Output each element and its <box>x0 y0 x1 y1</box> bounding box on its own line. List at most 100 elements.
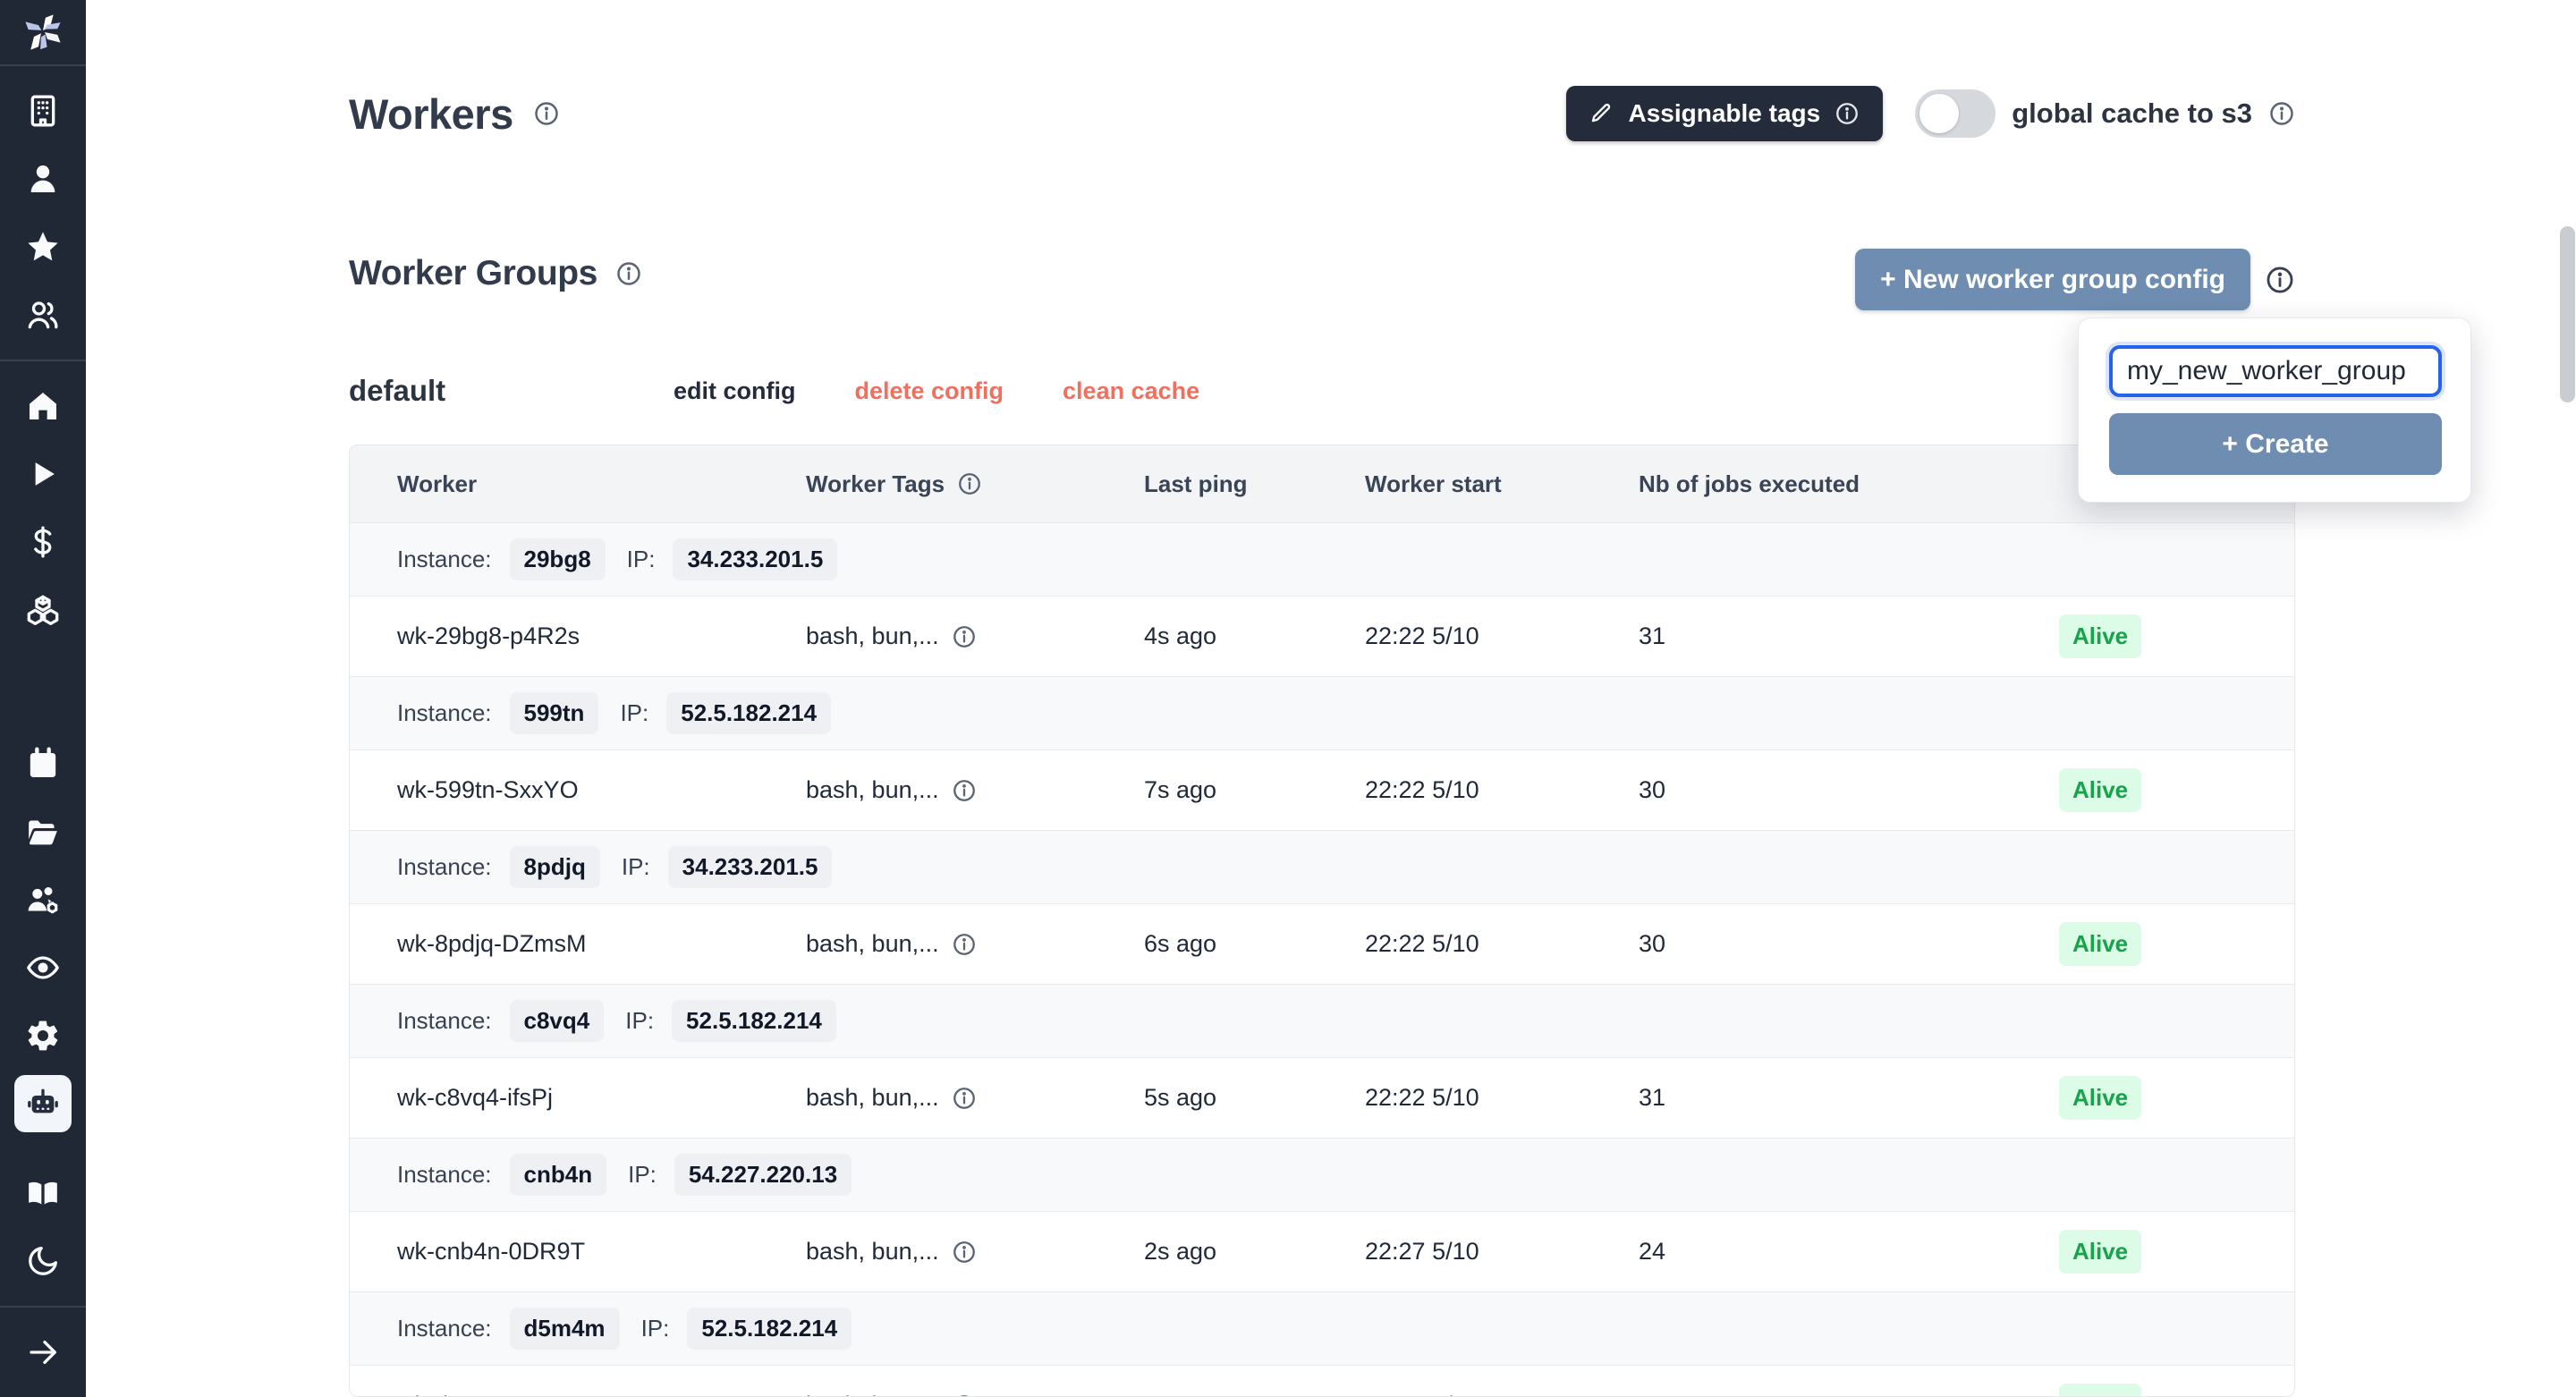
toggle-knob <box>1919 94 1960 133</box>
sidebar-divider <box>0 1306 86 1308</box>
sidebar-item-star[interactable] <box>14 218 72 275</box>
windmill-logo[interactable] <box>0 0 86 64</box>
global-cache-toggle[interactable] <box>1915 89 1996 138</box>
sidebar-item-home[interactable] <box>14 377 72 435</box>
last-ping: 2s ago <box>1144 1238 1217 1265</box>
instance-row: Instance: 29bg8 IP: 34.233.201.5 <box>350 522 2294 596</box>
worker-name: wk-8pdjq-DZmsM <box>397 930 587 957</box>
sidebar-item-user[interactable] <box>14 150 72 207</box>
last-ping: 5s ago <box>1144 1084 1217 1111</box>
instance-id-chip: cnb4n <box>509 1154 607 1196</box>
jobs-executed: 24 <box>1639 1238 1666 1265</box>
instance-ip-chip: 34.233.201.5 <box>667 846 833 888</box>
worker-tags-row-info-icon[interactable] <box>952 1086 977 1111</box>
column-header-worker-tags: Worker Tags <box>806 445 982 522</box>
sidebar-item-users[interactable] <box>14 286 72 343</box>
pencil-icon <box>1589 101 1614 126</box>
worker-groups-info-icon[interactable] <box>615 260 642 287</box>
assignable-tags-label: Assignable tags <box>1628 99 1821 127</box>
robot-icon <box>25 1086 61 1122</box>
ip-label: IP: <box>626 546 656 572</box>
home-icon <box>25 388 61 424</box>
column-header-worker: Worker <box>397 470 478 497</box>
dollar-icon <box>25 524 61 560</box>
assignable-tags-info-icon[interactable] <box>1835 101 1860 126</box>
worker-tags-row-info-icon[interactable] <box>952 1393 977 1396</box>
book-open-icon <box>25 1175 61 1211</box>
workers-info-icon[interactable] <box>533 100 560 127</box>
clean-cache-link[interactable]: clean cache <box>1063 377 1200 404</box>
sidebar-item-calendar[interactable] <box>14 735 72 792</box>
play-icon <box>25 456 61 492</box>
worker-name: wk-29bg8-p4R2s <box>397 622 580 649</box>
user-icon <box>25 161 61 197</box>
new-worker-group-info-icon[interactable] <box>2265 265 2295 295</box>
worker-tags-row-info-icon[interactable] <box>952 932 977 957</box>
instance-label: Instance: <box>397 1007 492 1034</box>
delete-config-link[interactable]: delete config <box>854 377 1004 404</box>
folder-open-icon <box>25 814 61 850</box>
sidebar-item-users-cog[interactable] <box>14 871 72 928</box>
worker-row: wk-d5m4m-xxxxx bash, bun,... 4s ago 22:22 5… <box>350 1365 2294 1396</box>
building-icon <box>25 93 61 129</box>
instance-row: Instance: cnb4n IP: 54.227.220.13 <box>350 1138 2294 1211</box>
sidebar-item-moon[interactable] <box>14 1232 72 1290</box>
calendar-icon <box>25 746 61 782</box>
sidebar <box>0 0 86 1397</box>
worker-start: 22:27 5/10 <box>1365 1238 1479 1265</box>
assignable-tags-button[interactable]: Assignable tags <box>1565 86 1884 141</box>
instance-ip-chip: 54.227.220.13 <box>674 1154 852 1196</box>
ip-label: IP: <box>628 1161 657 1188</box>
worker-tags-info-icon[interactable] <box>957 471 982 496</box>
sidebar-item-boxes[interactable] <box>14 581 72 639</box>
gear-icon <box>25 1018 61 1054</box>
worker-group-name-input[interactable] <box>2109 345 2442 397</box>
column-header-worker-start: Worker start <box>1365 470 1502 497</box>
worker-tags-row-info-icon[interactable] <box>952 624 977 649</box>
instance-id-chip: 599tn <box>509 692 599 734</box>
instance-label: Instance: <box>397 1161 492 1188</box>
sidebar-item-book-open[interactable] <box>14 1164 72 1222</box>
sidebar-item-eye[interactable] <box>14 939 72 996</box>
instance-ip-chip: 52.5.182.214 <box>672 1000 836 1042</box>
new-worker-group-config-button[interactable]: + New worker group config <box>1855 249 2250 310</box>
worker-tags: bash, bun,... <box>806 930 939 957</box>
sidebar-item-dollar[interactable] <box>14 513 72 571</box>
column-header-last-ping: Last ping <box>1144 470 1248 497</box>
last-ping: 6s ago <box>1144 930 1217 957</box>
worker-start: 22:22 5/10 <box>1365 930 1479 957</box>
sidebar-item-robot[interactable] <box>14 1075 72 1132</box>
status-badge: Alive <box>2059 1076 2142 1120</box>
page-title: Workers <box>349 89 513 138</box>
boxes-icon <box>25 592 61 628</box>
ip-label: IP: <box>640 1315 670 1342</box>
create-worker-group-button[interactable]: + Create <box>2109 413 2442 475</box>
sidebar-item-folder-open[interactable] <box>14 803 72 860</box>
worker-row: wk-c8vq4-ifsPj bash, bun,... 5s ago 22:22 5… <box>350 1057 2294 1138</box>
users-icon <box>25 297 61 333</box>
sidebar-item-play[interactable] <box>14 445 72 503</box>
moon-icon <box>25 1243 61 1279</box>
worker-tags: bash, bun,... <box>806 776 939 803</box>
jobs-executed: 30 <box>1639 776 1666 803</box>
instance-id-chip: c8vq4 <box>509 1000 605 1042</box>
sidebar-item-arrow-right[interactable] <box>14 1324 72 1381</box>
worker-start: 22:22 5/10 <box>1365 1084 1479 1111</box>
edit-config-link[interactable]: edit config <box>674 377 796 404</box>
worker-tags-row-info-icon[interactable] <box>952 1240 977 1265</box>
eye-icon <box>25 950 61 986</box>
worker-row: wk-8pdjq-DZmsM bash, bun,... 6s ago 22:22 5… <box>350 903 2294 984</box>
page-scrollbar-thumb[interactable] <box>2560 226 2575 402</box>
sidebar-item-gear[interactable] <box>14 1007 72 1064</box>
arrow-right-icon <box>25 1334 61 1370</box>
worker-tags-row-info-icon[interactable] <box>952 778 977 803</box>
sidebar-item-building[interactable] <box>14 82 72 140</box>
ip-label: IP: <box>625 1007 655 1034</box>
instance-row: Instance: c8vq4 IP: 52.5.182.214 <box>350 984 2294 1057</box>
sidebar-divider <box>0 360 86 361</box>
users-cog-icon <box>25 882 61 918</box>
global-cache-info-icon[interactable] <box>2268 100 2295 127</box>
sidebar-divider <box>0 64 86 66</box>
worker-tags: bash, bun,... <box>806 622 939 649</box>
instance-id-chip: 8pdjq <box>509 846 600 888</box>
